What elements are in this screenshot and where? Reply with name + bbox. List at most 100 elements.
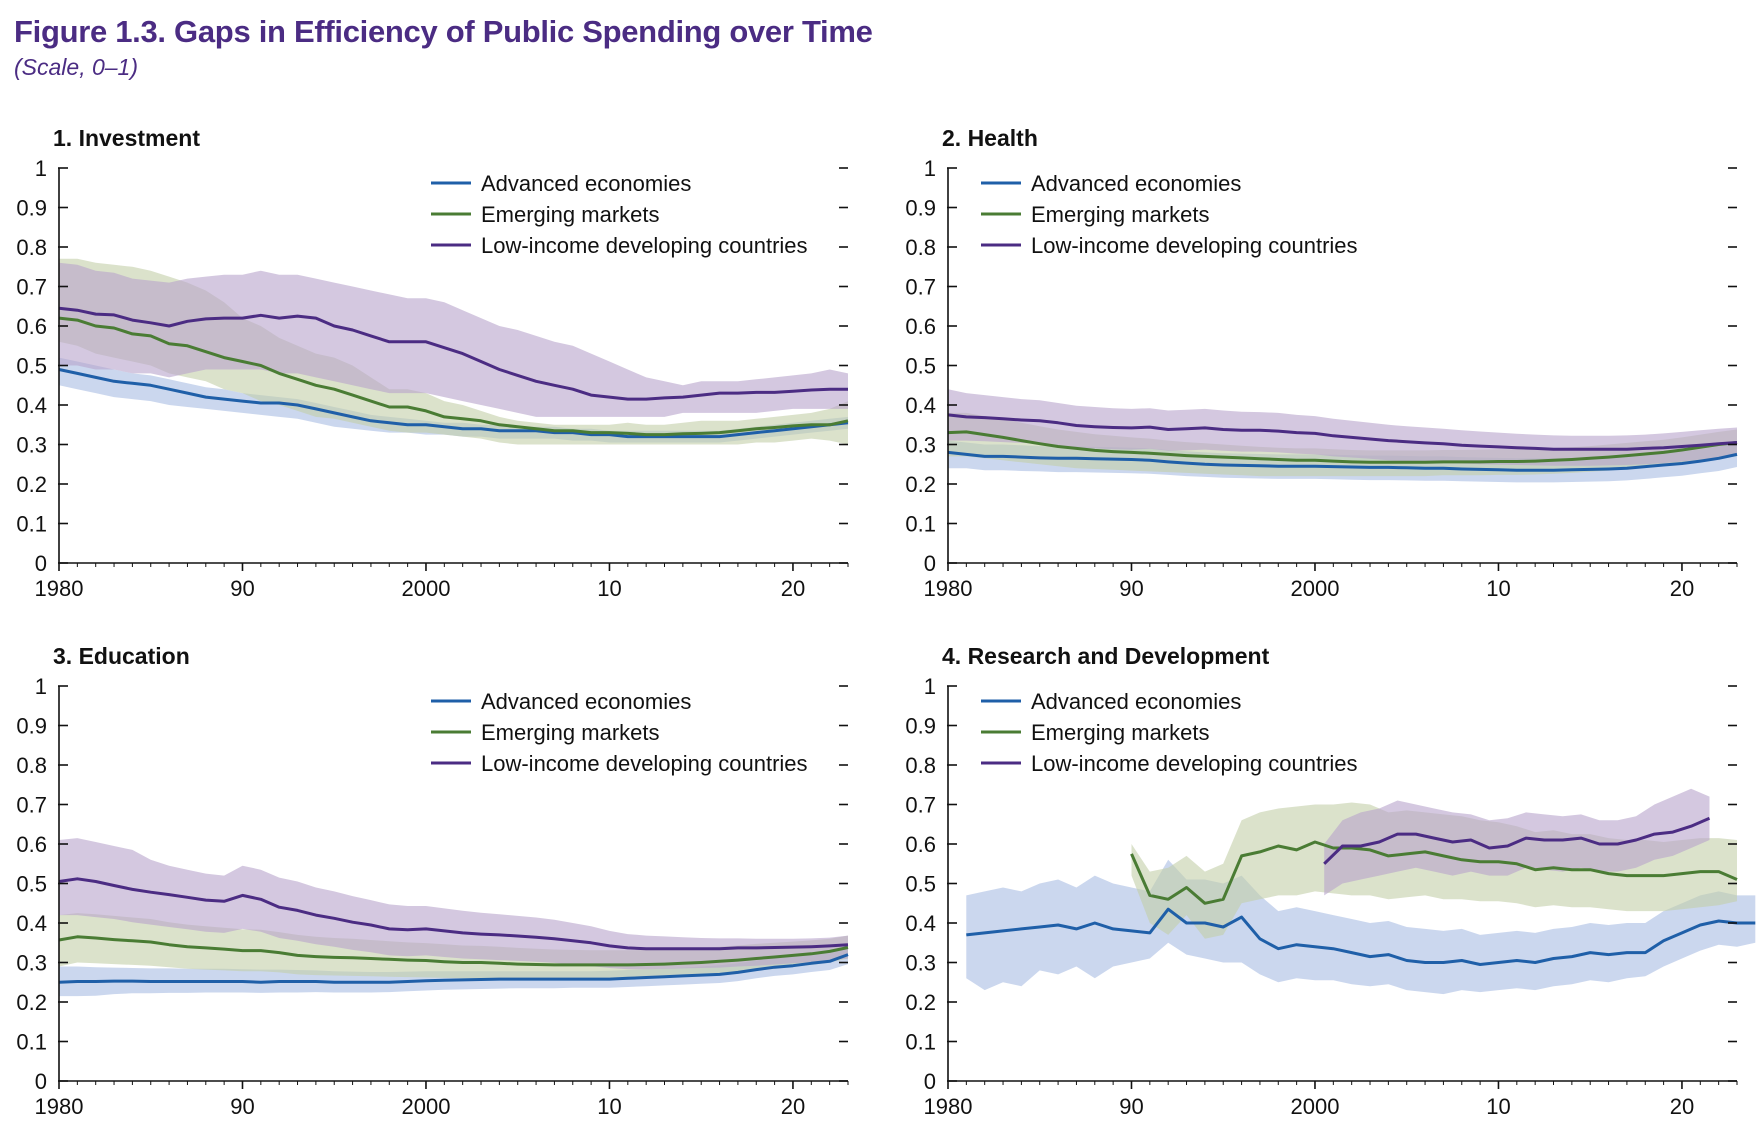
- low-income-developing-countries-line: [58, 877, 849, 951]
- y-tick-label: 0.7: [16, 793, 47, 818]
- y-tick-label: 0.9: [905, 196, 936, 221]
- legend-label: Emerging markets: [481, 720, 660, 745]
- advanced-economies-line: [58, 953, 849, 984]
- y-tick-label: 0.8: [16, 235, 47, 260]
- y-tick-label: 0.3: [16, 951, 47, 976]
- y-tick-label: 0.2: [905, 990, 936, 1015]
- y-tick-label: 0: [924, 1069, 936, 1094]
- advanced-economies-line: [58, 368, 849, 439]
- legend-label: Low-income developing countries: [1031, 751, 1358, 776]
- x-tick-label: 1980: [35, 1094, 84, 1119]
- legend-label: Advanced economies: [1031, 171, 1241, 196]
- y-tick-label: 0: [35, 1069, 47, 1094]
- x-tick-label: 20: [1670, 576, 1694, 601]
- emerging-markets-line: [58, 935, 849, 967]
- y-tick-label: 0.5: [905, 872, 936, 897]
- y-tick-label: 1: [924, 156, 936, 181]
- y-tick-label: 0.5: [905, 354, 936, 379]
- y-tick-label: 0.5: [16, 872, 47, 897]
- line-layer: [58, 877, 849, 984]
- y-tick-label: 0.1: [905, 512, 936, 537]
- y-tick-label: 0.9: [905, 714, 936, 739]
- x-tick-label: 2000: [1291, 1094, 1340, 1119]
- legend: Advanced economies Emerging markets Low-in…: [981, 689, 1358, 776]
- x-tick-label: 90: [230, 576, 254, 601]
- panel-1: 1. Investment 0 0.1 0.2 0.3 0.4 0.5 0.6 0.7 0.8 0.…: [16, 125, 849, 601]
- low-income-developing-countries-range-band: [59, 838, 848, 970]
- x-tick-label: 2000: [402, 1094, 451, 1119]
- y-tick-label: 0.6: [905, 314, 936, 339]
- x-tick-label: 90: [1119, 1094, 1143, 1119]
- legend-label: Advanced economies: [481, 689, 691, 714]
- x-tick-label: 10: [1486, 1094, 1510, 1119]
- y-tick-label: 0.1: [16, 512, 47, 537]
- x-tick-label: 2000: [402, 576, 451, 601]
- x-tick-label: 20: [781, 1094, 805, 1119]
- legend-label: Low-income developing countries: [481, 751, 808, 776]
- emerging-markets-line: [58, 316, 849, 437]
- x-tick-label: 20: [781, 576, 805, 601]
- low-income-developing-countries-line: [947, 413, 1738, 451]
- legend-label: Emerging markets: [481, 202, 660, 227]
- y-tick-label: 0.7: [16, 275, 47, 300]
- y-tick-label: 0.5: [16, 354, 47, 379]
- band-layer: [59, 258, 848, 445]
- x-tick-label: 10: [597, 1094, 621, 1119]
- advanced-economies-line: [966, 907, 1756, 966]
- figure-subtitle: (Scale, 0–1): [14, 54, 139, 80]
- emerging-markets-line: [1130, 840, 1738, 905]
- low-income-developing-countries-range-band: [59, 262, 848, 417]
- y-tick-label: 1: [924, 674, 936, 699]
- figure-title: Figure 1.3. Gaps in Efficiency of Public…: [14, 14, 873, 49]
- legend-label: Advanced economies: [481, 171, 691, 196]
- y-tick-label: 0.4: [905, 393, 936, 418]
- y-tick-label: 0.7: [905, 275, 936, 300]
- x-tick-label: 1980: [35, 576, 84, 601]
- panel-title: 3. Education: [53, 643, 190, 669]
- y-tick-label: 0.2: [905, 472, 936, 497]
- y-tick-label: 0.2: [16, 990, 47, 1015]
- y-tick-label: 1: [35, 674, 47, 699]
- panel-title: 4. Research and Development: [942, 643, 1270, 669]
- x-tick-label: 10: [597, 576, 621, 601]
- y-tick-label: 0.4: [905, 911, 936, 936]
- legend: Advanced economies Emerging markets Low-in…: [431, 689, 808, 776]
- y-tick-label: 0.1: [905, 1030, 936, 1055]
- y-tick-label: 1: [35, 156, 47, 181]
- x-tick-label: 90: [230, 1094, 254, 1119]
- y-tick-label: 0.3: [905, 951, 936, 976]
- x-tick-label: 1980: [924, 576, 973, 601]
- y-tick-label: 0: [35, 551, 47, 576]
- x-tick-label: 10: [1486, 576, 1510, 601]
- panel-title: 2. Health: [942, 125, 1038, 151]
- y-tick-label: 0: [924, 551, 936, 576]
- legend-label: Low-income developing countries: [1031, 233, 1358, 258]
- line-layer: [947, 413, 1738, 472]
- low-income-developing-countries-line: [1323, 816, 1711, 865]
- legend-label: Emerging markets: [1031, 202, 1210, 227]
- legend: Advanced economies Emerging markets Low-in…: [431, 171, 808, 258]
- low-income-developing-countries-line: [58, 306, 848, 401]
- advanced-economies-line: [947, 450, 1738, 472]
- legend-label: Emerging markets: [1031, 720, 1210, 745]
- y-tick-label: 0.9: [16, 714, 47, 739]
- y-tick-label: 0.8: [905, 235, 936, 260]
- emerging-markets-line: [947, 430, 1738, 464]
- legend-label: Low-income developing countries: [481, 233, 808, 258]
- x-tick-label: 90: [1119, 576, 1143, 601]
- y-tick-label: 0.6: [905, 832, 936, 857]
- emerging-markets-range-band: [59, 258, 848, 445]
- y-tick-label: 0.7: [905, 793, 936, 818]
- y-tick-label: 0.3: [905, 433, 936, 458]
- x-tick-label: 1980: [924, 1094, 973, 1119]
- y-tick-label: 0.4: [16, 393, 47, 418]
- y-tick-label: 0.6: [16, 832, 47, 857]
- y-tick-label: 0.3: [16, 433, 47, 458]
- y-tick-label: 0.8: [16, 753, 47, 778]
- x-tick-label: 20: [1670, 1094, 1694, 1119]
- y-tick-label: 0.6: [16, 314, 47, 339]
- y-tick-label: 0.1: [16, 1030, 47, 1055]
- legend: Advanced economies Emerging markets Low-in…: [981, 171, 1358, 258]
- y-tick-label: 0.9: [16, 196, 47, 221]
